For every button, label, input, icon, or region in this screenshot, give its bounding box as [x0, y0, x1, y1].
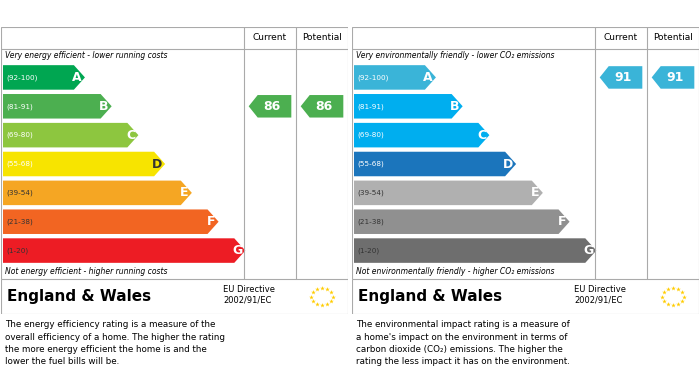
- Text: (69-80): (69-80): [357, 132, 384, 138]
- Polygon shape: [354, 210, 570, 234]
- Polygon shape: [652, 66, 694, 89]
- Text: 86: 86: [263, 100, 281, 113]
- Polygon shape: [354, 123, 489, 147]
- Text: C: C: [126, 129, 135, 142]
- Text: G: G: [232, 244, 243, 257]
- Text: A: A: [72, 71, 82, 84]
- Text: B: B: [450, 100, 460, 113]
- Polygon shape: [248, 95, 291, 118]
- Text: Potential: Potential: [302, 34, 342, 43]
- Text: D: D: [153, 158, 162, 170]
- Text: England & Wales: England & Wales: [7, 289, 151, 304]
- Text: 86: 86: [316, 100, 332, 113]
- Text: (81-91): (81-91): [357, 103, 384, 109]
- Polygon shape: [3, 123, 139, 147]
- Text: Very environmentally friendly - lower CO₂ emissions: Very environmentally friendly - lower CO…: [356, 52, 554, 61]
- Polygon shape: [3, 181, 192, 205]
- Text: (69-80): (69-80): [6, 132, 33, 138]
- Text: E: E: [180, 187, 188, 199]
- Polygon shape: [3, 238, 245, 263]
- Text: The environmental impact rating is a measure of
a home's impact on the environme: The environmental impact rating is a mea…: [356, 320, 570, 366]
- Text: 91: 91: [666, 71, 684, 84]
- Text: (21-38): (21-38): [357, 219, 384, 225]
- Text: (55-68): (55-68): [6, 161, 33, 167]
- Text: The energy efficiency rating is a measure of the
overall efficiency of a home. T: The energy efficiency rating is a measur…: [5, 320, 225, 366]
- Text: Not energy efficient - higher running costs: Not energy efficient - higher running co…: [5, 267, 167, 276]
- Text: (21-38): (21-38): [6, 219, 33, 225]
- Text: EU Directive
2002/91/EC: EU Directive 2002/91/EC: [223, 285, 275, 304]
- Polygon shape: [3, 210, 218, 234]
- Text: F: F: [206, 215, 215, 228]
- Text: (55-68): (55-68): [357, 161, 384, 167]
- Text: Potential: Potential: [653, 34, 693, 43]
- Text: Not environmentally friendly - higher CO₂ emissions: Not environmentally friendly - higher CO…: [356, 267, 554, 276]
- Text: (39-54): (39-54): [357, 190, 384, 196]
- Text: (92-100): (92-100): [357, 74, 388, 81]
- Polygon shape: [354, 94, 463, 118]
- Text: Energy Efficiency Rating: Energy Efficiency Rating: [10, 7, 172, 20]
- Text: E: E: [531, 187, 540, 199]
- Polygon shape: [600, 66, 643, 89]
- Text: C: C: [477, 129, 486, 142]
- Polygon shape: [3, 94, 112, 118]
- Text: 91: 91: [615, 71, 631, 84]
- Text: F: F: [558, 215, 566, 228]
- Polygon shape: [301, 95, 343, 118]
- Text: B: B: [99, 100, 108, 113]
- Text: (1-20): (1-20): [6, 248, 28, 254]
- Polygon shape: [3, 65, 85, 90]
- Polygon shape: [3, 152, 165, 176]
- Text: Very energy efficient - lower running costs: Very energy efficient - lower running co…: [5, 52, 167, 61]
- Text: Current: Current: [604, 34, 638, 43]
- Text: (81-91): (81-91): [6, 103, 33, 109]
- Text: Environmental Impact (CO₂) Rating: Environmental Impact (CO₂) Rating: [360, 7, 593, 20]
- Polygon shape: [354, 181, 543, 205]
- Text: Current: Current: [253, 34, 287, 43]
- Text: (92-100): (92-100): [6, 74, 37, 81]
- Text: A: A: [424, 71, 433, 84]
- Text: (1-20): (1-20): [357, 248, 379, 254]
- Text: (39-54): (39-54): [6, 190, 33, 196]
- Polygon shape: [354, 238, 596, 263]
- Text: D: D: [503, 158, 514, 170]
- Polygon shape: [354, 152, 516, 176]
- Polygon shape: [354, 65, 436, 90]
- Text: G: G: [584, 244, 594, 257]
- Text: England & Wales: England & Wales: [358, 289, 502, 304]
- Text: EU Directive
2002/91/EC: EU Directive 2002/91/EC: [574, 285, 626, 304]
